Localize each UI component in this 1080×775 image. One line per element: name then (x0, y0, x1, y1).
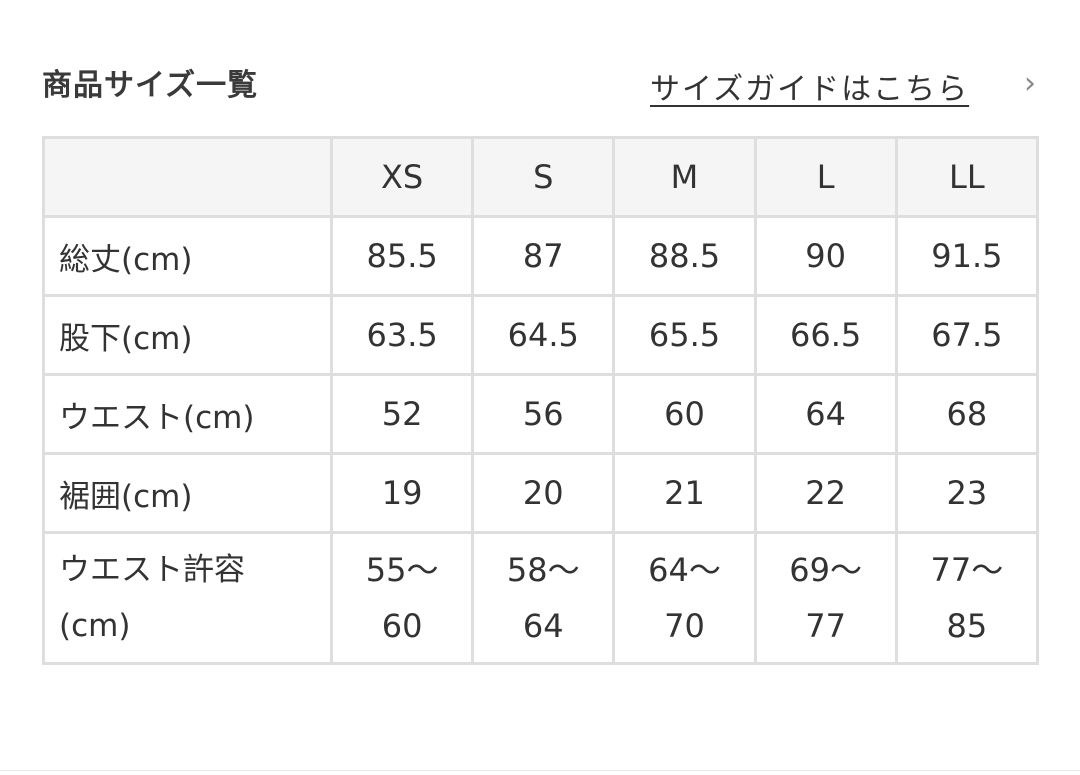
table-cell: 55〜60 (329, 531, 475, 665)
table-cell: 19 (329, 452, 475, 534)
table-cell: 64 (753, 373, 898, 455)
header-cell-s: S (471, 136, 616, 218)
header-cell-ll: LL (894, 136, 1040, 218)
table-row: ウエスト(cm) 52 56 60 64 68 (42, 373, 1040, 455)
table-cell: 65.5 (612, 294, 757, 376)
table-cell: 22 (753, 452, 898, 534)
header-cell-l: L (753, 136, 898, 218)
size-guide-link[interactable]: サイズガイドはこちら (650, 72, 970, 107)
page-title: 商品サイズ一覧 (42, 68, 259, 103)
table-cell: 85.5 (329, 215, 475, 297)
table-cell: 60 (612, 373, 757, 455)
header-cell (42, 136, 333, 218)
table-cell: 68 (894, 373, 1040, 455)
row-label: ウエスト許容(cm) (42, 531, 333, 665)
table-row: 裾囲(cm) 19 20 21 22 23 (42, 452, 1040, 534)
table-cell: 67.5 (894, 294, 1040, 376)
table-cell: 23 (894, 452, 1040, 534)
table-cell: 69〜77 (753, 531, 898, 665)
table-cell: 63.5 (329, 294, 475, 376)
size-table: XS S M L LL 総丈(cm) 85.5 87 88.5 90 91.5 … (42, 136, 1040, 665)
table-cell: 66.5 (753, 294, 898, 376)
row-label: 股下(cm) (42, 294, 333, 376)
row-label: ウエスト(cm) (42, 373, 333, 455)
table-cell: 88.5 (612, 215, 757, 297)
table-row: ウエスト許容(cm) 55〜60 58〜64 64〜70 69〜77 77〜85 (42, 531, 1040, 665)
header-cell-m: M (612, 136, 757, 218)
table-row: 総丈(cm) 85.5 87 88.5 90 91.5 (42, 215, 1040, 297)
table-cell: 87 (471, 215, 616, 297)
table-cell: 52 (329, 373, 475, 455)
chevron-right-icon[interactable]: › (1024, 66, 1036, 101)
table-row: 股下(cm) 63.5 64.5 65.5 66.5 67.5 (42, 294, 1040, 376)
table-cell: 20 (471, 452, 616, 534)
table-cell: 21 (612, 452, 757, 534)
divider (0, 770, 1080, 771)
row-label: 総丈(cm) (42, 215, 333, 297)
table-cell: 77〜85 (894, 531, 1040, 665)
table-cell: 56 (471, 373, 616, 455)
table-cell: 64.5 (471, 294, 616, 376)
row-label: 裾囲(cm) (42, 452, 333, 534)
table-cell: 90 (753, 215, 898, 297)
table-cell: 64〜70 (612, 531, 757, 665)
table-cell: 58〜64 (471, 531, 616, 665)
table-cell: 91.5 (894, 215, 1040, 297)
header-cell-xs: XS (329, 136, 475, 218)
table-header-row: XS S M L LL (42, 136, 1040, 218)
